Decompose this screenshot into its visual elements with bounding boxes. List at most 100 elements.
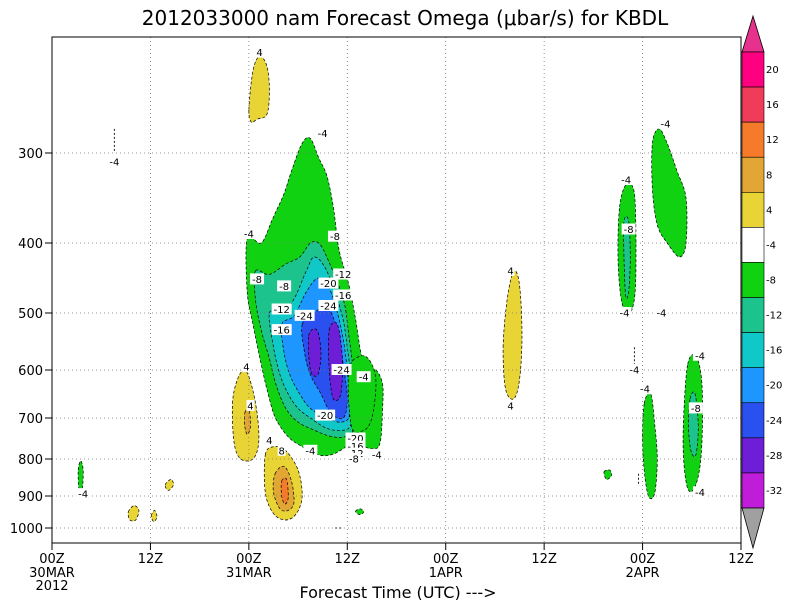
contour-label-16: 4 bbox=[243, 363, 249, 374]
contour-label-0: -4 bbox=[109, 158, 119, 169]
y-tick-label-5: 800 bbox=[18, 453, 43, 468]
contour-label-bg-20 bbox=[345, 432, 366, 444]
colorbar-label-6: -8 bbox=[766, 276, 776, 287]
colorbar-label-9: -20 bbox=[766, 381, 782, 392]
contour-label-14: -24 bbox=[333, 366, 349, 377]
contour-label-bg-1 bbox=[255, 46, 264, 58]
contour-label-bg-4 bbox=[327, 230, 342, 242]
colorbar-band-7 bbox=[741, 297, 765, 333]
x-tick-sublabel-4-0: 1APR bbox=[429, 566, 463, 581]
grid bbox=[52, 37, 741, 543]
contour-label-bg-5 bbox=[250, 273, 265, 285]
colorbar-band-5 bbox=[741, 227, 765, 263]
contour-region-downward-upper-31mar bbox=[248, 55, 270, 123]
contour-label-39: -4 bbox=[695, 488, 705, 499]
contour-region-upward-core-b bbox=[328, 321, 343, 402]
contour-label-bg-8 bbox=[277, 280, 292, 292]
contour-label-29: 4 bbox=[507, 402, 513, 413]
y-tick-label-2: 500 bbox=[18, 307, 43, 322]
contour-label-bg-0 bbox=[107, 156, 122, 167]
colorbar-label-12: -32 bbox=[766, 486, 782, 497]
x-tick-label-2: 00Z bbox=[236, 552, 262, 567]
contour-label-22: 8 bbox=[278, 446, 284, 457]
contour-label-bg-39 bbox=[692, 486, 707, 498]
contour-label-23: -4 bbox=[305, 446, 315, 457]
x-tick-label-6: 00Z bbox=[630, 552, 656, 567]
contour-label-20: -20 bbox=[347, 434, 363, 445]
contour-label-30: -4 bbox=[661, 120, 671, 131]
colorbar-band-10 bbox=[741, 402, 765, 439]
contour-label-9: -16 bbox=[335, 291, 351, 302]
x-tick-label-1: 12Z bbox=[138, 552, 164, 567]
contour-label-bg-28 bbox=[506, 265, 515, 276]
contour-region-upward-2apr-a-inner bbox=[623, 215, 631, 299]
x-tick-sublabel-0-0: 30MAR bbox=[29, 566, 75, 581]
contour-label-6: -12 bbox=[335, 270, 351, 281]
contour-label-bg-21 bbox=[345, 440, 366, 452]
colorbar-band-11 bbox=[741, 437, 765, 474]
contour-label-34: -4 bbox=[656, 309, 666, 320]
colorbar-label-2: 12 bbox=[766, 135, 779, 146]
plot-frame bbox=[51, 36, 742, 544]
x-tick-sublabel-0-1: 2012 bbox=[35, 579, 68, 594]
contour-label-bg-9 bbox=[333, 289, 354, 301]
contour-label-bg-32 bbox=[621, 223, 636, 235]
x-tick-label-0: 00Z bbox=[39, 552, 65, 567]
colorbar-band-0 bbox=[741, 51, 765, 88]
contour-label-17: -20 bbox=[317, 411, 333, 422]
contour-label-bg-31 bbox=[619, 174, 634, 185]
x-tick-label-3: 12Z bbox=[335, 552, 361, 567]
dashed-contour-segments bbox=[113, 128, 639, 529]
colorbar-label-5: -4 bbox=[766, 240, 776, 251]
y-tick-label-4: 700 bbox=[18, 412, 43, 427]
contour-label-bg-33 bbox=[617, 307, 632, 318]
contour-label-15: -4 bbox=[359, 373, 369, 384]
contour-region-upward-small-1230z bbox=[355, 508, 365, 515]
contour-label-7: -20 bbox=[320, 279, 336, 290]
contour-label-27: -4 bbox=[78, 490, 88, 501]
contour-label-bg-10 bbox=[318, 300, 339, 311]
contour-label-36: -4 bbox=[640, 385, 650, 396]
plot-background bbox=[52, 37, 741, 543]
contour-label-31: -4 bbox=[621, 176, 631, 187]
contour-label-bg-26 bbox=[346, 453, 361, 464]
contour-label-bg-16 bbox=[242, 361, 251, 373]
contour-region-downward-lower-31mar-b-core bbox=[280, 477, 289, 505]
contour-label-26: -8 bbox=[349, 455, 359, 466]
contour-label-25: -4 bbox=[372, 450, 382, 461]
colorbar-label-11: -28 bbox=[766, 451, 782, 462]
colorbar-band-8 bbox=[741, 332, 765, 368]
colorbar-band-3 bbox=[741, 156, 765, 193]
x-tick-label-7: 12Z bbox=[728, 552, 754, 567]
contour-label-3: -4 bbox=[244, 230, 254, 241]
contour-label-bg-13 bbox=[271, 324, 292, 336]
x-tick-sublabel-6-0: 2APR bbox=[626, 566, 660, 581]
y-tick-label-3: 600 bbox=[18, 364, 43, 379]
contour-label-10: -24 bbox=[320, 302, 336, 313]
colorbar-lower-cap bbox=[741, 507, 765, 550]
contour-label-1: 4 bbox=[256, 48, 262, 59]
colorbar-label-7: -12 bbox=[766, 311, 782, 322]
contour-label-bg-6 bbox=[333, 268, 354, 280]
colorbar-band-4 bbox=[741, 192, 765, 228]
contour-labels: -44-4-4 -8-8 -12-20-8-16-24-12-24-16-24-44… bbox=[76, 46, 707, 501]
contour-label-bg-2 bbox=[315, 127, 330, 139]
contour-label-bg-12 bbox=[294, 309, 315, 321]
contour-label-28: 4 bbox=[507, 267, 513, 278]
contour-label-bg-30 bbox=[658, 118, 673, 129]
contour-region-downward-small-c bbox=[164, 479, 174, 491]
contour-label-bg-22 bbox=[277, 444, 286, 456]
colorbar-band-1 bbox=[741, 86, 765, 123]
contour-label-bg-18 bbox=[246, 400, 255, 411]
contour-label-bg-14 bbox=[331, 364, 352, 375]
contour-label-bg-15 bbox=[356, 371, 371, 383]
y-tick-label-1: 400 bbox=[18, 237, 43, 252]
contour-label-bg-37 bbox=[692, 349, 707, 361]
contour-label-bg-3 bbox=[241, 228, 256, 239]
colorbar-label-10: -24 bbox=[766, 416, 782, 427]
colorbar-band-12 bbox=[741, 472, 765, 509]
contour-label-bg-7 bbox=[318, 277, 339, 289]
contour-region-upward-left-blob bbox=[77, 460, 84, 493]
y-tick-label-0: 300 bbox=[18, 147, 43, 162]
